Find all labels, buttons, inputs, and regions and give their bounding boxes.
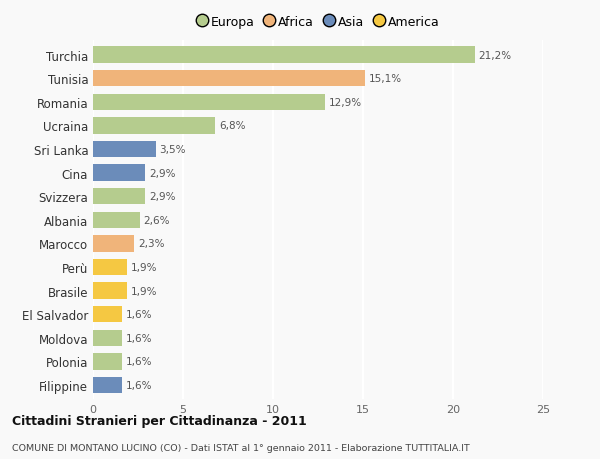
Bar xyxy=(93,94,325,111)
Text: 2,9%: 2,9% xyxy=(149,168,175,178)
Bar xyxy=(93,377,122,393)
Text: 1,6%: 1,6% xyxy=(125,309,152,319)
Text: COMUNE DI MONTANO LUCINO (CO) - Dati ISTAT al 1° gennaio 2011 - Elaborazione TUT: COMUNE DI MONTANO LUCINO (CO) - Dati IST… xyxy=(12,443,470,452)
Bar xyxy=(93,306,122,323)
Text: 3,5%: 3,5% xyxy=(160,145,186,155)
Text: 21,2%: 21,2% xyxy=(478,50,511,61)
Bar xyxy=(93,259,127,276)
Text: 1,9%: 1,9% xyxy=(131,286,157,296)
Bar xyxy=(93,189,145,205)
Text: 1,9%: 1,9% xyxy=(131,263,157,273)
Text: 12,9%: 12,9% xyxy=(329,98,362,107)
Bar xyxy=(93,141,156,158)
Bar xyxy=(93,71,365,87)
Bar xyxy=(93,118,215,134)
Text: 2,3%: 2,3% xyxy=(138,239,164,249)
Bar xyxy=(93,330,122,347)
Bar xyxy=(93,235,134,252)
Legend: Europa, Africa, Asia, America: Europa, Africa, Asia, America xyxy=(194,13,442,32)
Text: 1,6%: 1,6% xyxy=(125,333,152,343)
Text: Cittadini Stranieri per Cittadinanza - 2011: Cittadini Stranieri per Cittadinanza - 2… xyxy=(12,414,307,428)
Bar xyxy=(93,165,145,181)
Text: 2,9%: 2,9% xyxy=(149,192,175,202)
Bar xyxy=(93,353,122,370)
Bar xyxy=(93,212,140,229)
Bar xyxy=(93,283,127,299)
Text: 6,8%: 6,8% xyxy=(219,121,245,131)
Text: 1,6%: 1,6% xyxy=(125,357,152,367)
Text: 2,6%: 2,6% xyxy=(143,215,170,225)
Bar xyxy=(93,47,475,64)
Text: 1,6%: 1,6% xyxy=(125,380,152,390)
Text: 15,1%: 15,1% xyxy=(368,74,401,84)
